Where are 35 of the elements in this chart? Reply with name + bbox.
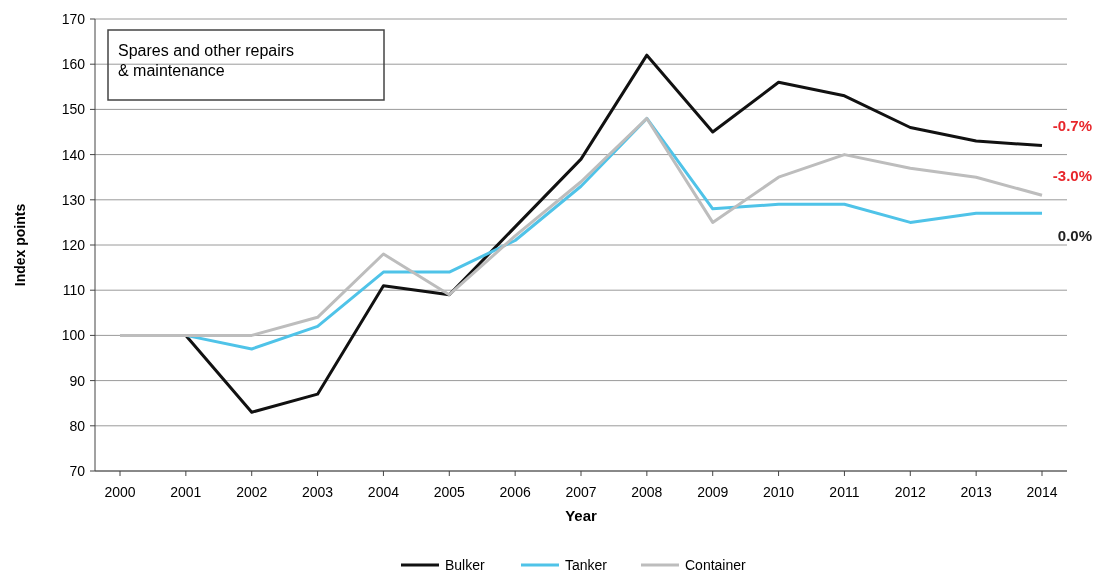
y-tick-label: 130: [61, 191, 86, 208]
legend-label: Tanker: [565, 556, 608, 573]
text: Spares and other repairs & maintenance: [118, 42, 295, 79]
y-tick-label: 140: [61, 146, 86, 163]
annotation: 0.0%: [1057, 226, 1092, 244]
x-tick-label: 2008: [631, 484, 663, 500]
y-tick-label: 90: [69, 372, 86, 389]
x-tick-label: 2014: [1026, 484, 1058, 500]
x-tick-label: 2009: [697, 484, 729, 500]
y-tick-label: 110: [62, 282, 86, 299]
x-tick-label: 2000: [104, 484, 136, 500]
x-tick-label: 2001: [170, 484, 202, 500]
x-tick-label: 2012: [894, 484, 927, 500]
annotation: -0.7%: [1052, 116, 1092, 134]
x-tick-label: 2005: [433, 484, 466, 500]
x-tick-label: 2003: [301, 484, 334, 500]
annotation: -3.0%: [1052, 166, 1092, 184]
x-tick-label: 2007: [565, 484, 597, 500]
x-tick-label: 2010: [762, 484, 795, 500]
y-tick-label: 100: [61, 327, 86, 344]
y-tick-label: 120: [61, 236, 86, 253]
legend-label: Bulker: [445, 556, 486, 573]
y-tick-label: 170: [61, 10, 86, 27]
x-tick-label: 2013: [960, 484, 992, 500]
x-tick-label: 2006: [499, 484, 531, 500]
legend-label: Container: [685, 556, 747, 573]
y-tick-label: 160: [61, 56, 86, 73]
y-tick-label: 150: [61, 101, 86, 118]
y-axis-title: Index points: [12, 203, 28, 287]
x-tick-label: 2004: [367, 484, 400, 500]
x-axis-title: Year: [565, 507, 598, 524]
x-tick-label: 2002: [236, 484, 268, 500]
y-tick-label: 80: [69, 417, 86, 434]
x-tick-label: 2011: [829, 484, 860, 500]
y-tick-label: 70: [69, 462, 86, 479]
